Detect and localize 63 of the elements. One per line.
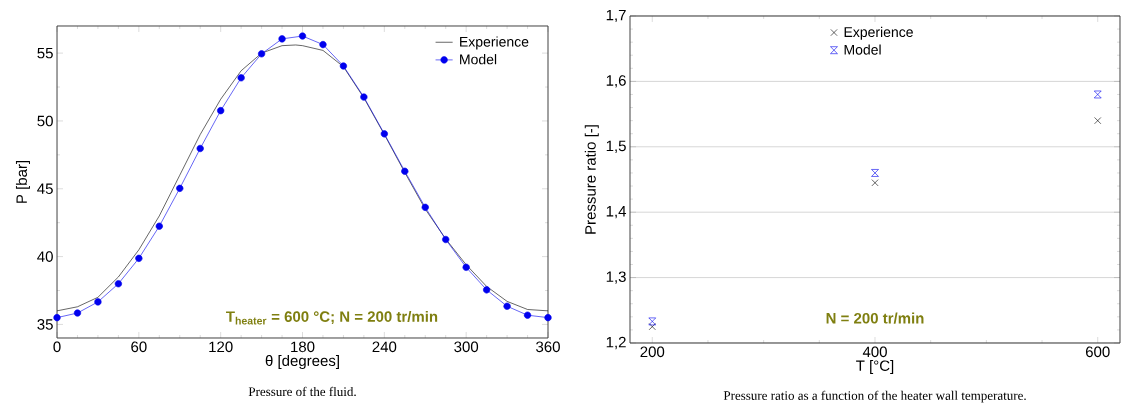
- point: [237, 74, 245, 82]
- x-tick-label: 360: [536, 341, 560, 353]
- point: [544, 314, 552, 322]
- y-tick-label: 45: [37, 183, 53, 194]
- x-axis-title: θ [degrees]: [265, 355, 339, 369]
- point: [1094, 117, 1102, 125]
- y-axis-title: P [bar]: [15, 160, 30, 203]
- y-tick-label: 50: [37, 115, 53, 127]
- point: [1093, 90, 1102, 99]
- x-tick-label: 600: [1085, 346, 1110, 358]
- point: [339, 62, 348, 70]
- point: [442, 235, 450, 244]
- point: [155, 222, 163, 230]
- y-tick-label: 1,7: [606, 9, 626, 23]
- point: [196, 144, 204, 153]
- point: [523, 311, 532, 319]
- y-tick-label: 35: [37, 319, 53, 330]
- y-tick-label: 40: [37, 251, 53, 262]
- point: [258, 50, 266, 58]
- point: [298, 32, 307, 40]
- legend-label: Model: [844, 44, 881, 55]
- y-tick-label: 1,4: [606, 206, 627, 219]
- y-tick-label: 1,3: [606, 271, 626, 284]
- x-tick-label: 240: [372, 341, 397, 353]
- x-tick-label: 60: [131, 341, 147, 353]
- text: Pressure ratio as a function of the heater wall temperature.: [723, 390, 1026, 403]
- x-axis-title: T [°C]: [856, 360, 894, 374]
- legend-label: Experience: [460, 36, 529, 50]
- legend-label: Experience: [844, 26, 913, 40]
- point: [421, 203, 429, 211]
- point: [483, 286, 491, 294]
- point: [217, 107, 225, 115]
- text: Pressure of the fluid.: [248, 386, 356, 397]
- x-tick-label: 400: [862, 346, 887, 358]
- x-tick-label: 300: [454, 341, 479, 353]
- annotation: T$_{heater}$ = 600 °C; N = 200 tr/min: [226, 310, 438, 325]
- point: [73, 309, 82, 317]
- point: [360, 93, 368, 101]
- y-tick-label: 1,6: [606, 75, 626, 88]
- point: [53, 314, 61, 322]
- point: [871, 169, 879, 177]
- point: [503, 302, 511, 310]
- point: [135, 254, 143, 262]
- y-tick-label: 1,2: [606, 336, 626, 350]
- point: [871, 179, 879, 187]
- point: [176, 184, 184, 192]
- y-tick-label: 1,5: [606, 140, 626, 153]
- legend-label: Model: [460, 54, 497, 65]
- x-tick-label: 180: [291, 341, 315, 353]
- point: [114, 280, 122, 288]
- point: [94, 298, 102, 306]
- y-axis-title: Pressure ratio [-]: [584, 125, 599, 234]
- annotation: N = 200 tr/min: [826, 312, 924, 324]
- point: [278, 35, 286, 43]
- point: [380, 130, 388, 138]
- x-tick-label: 120: [209, 341, 233, 353]
- y-tick-label: 55: [37, 47, 53, 59]
- point: [462, 263, 470, 271]
- x-tick-label: 0: [53, 341, 61, 353]
- x-tick-label: 200: [640, 346, 665, 358]
- point: [648, 317, 657, 326]
- point: [319, 40, 327, 49]
- point: [401, 167, 409, 175]
